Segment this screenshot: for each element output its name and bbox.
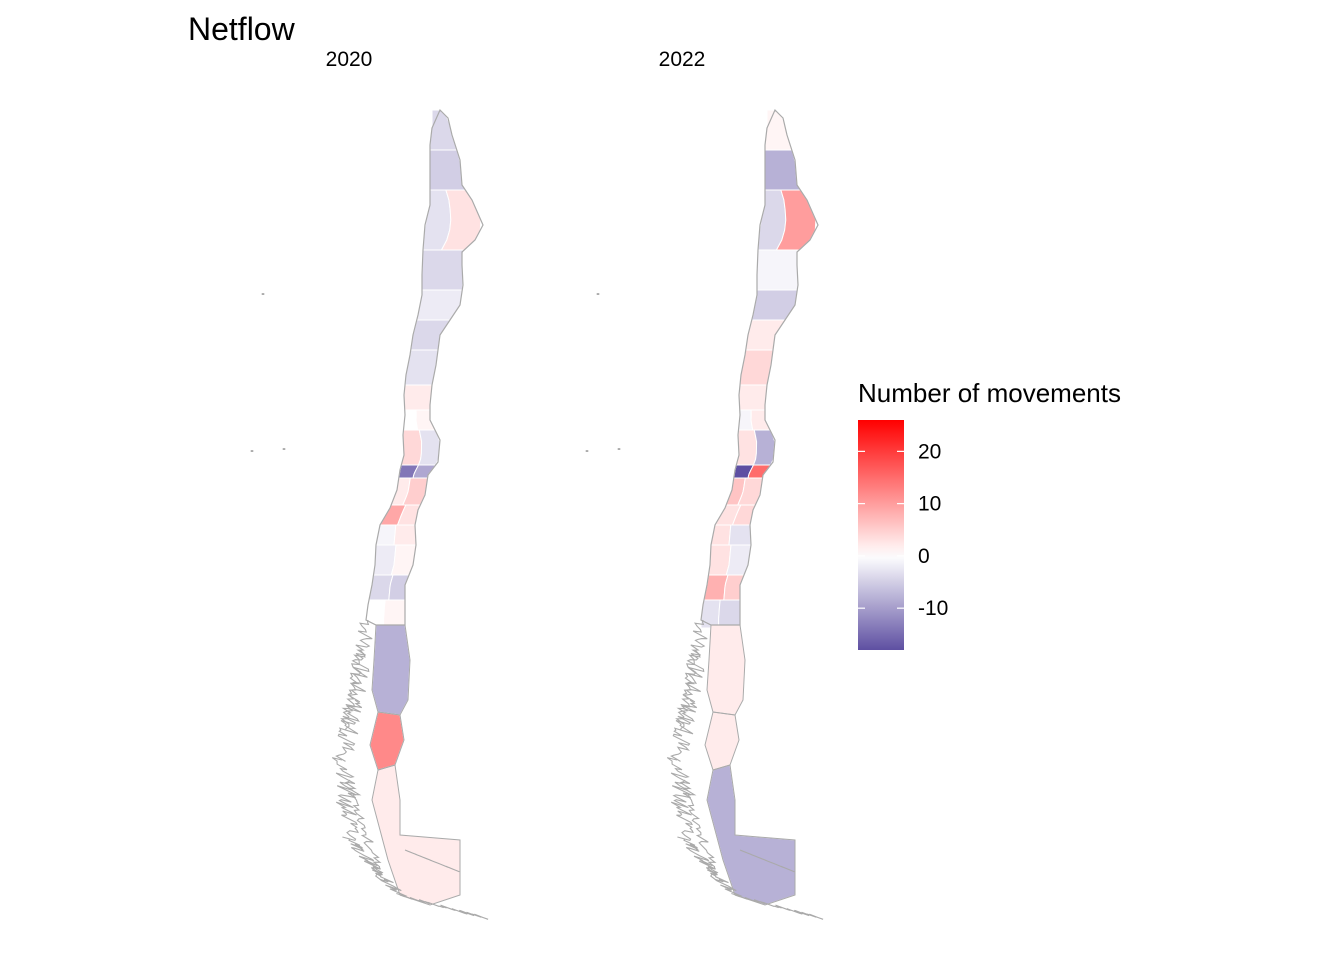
offshore-island <box>250 450 254 452</box>
chile-map-2020 <box>365 108 484 906</box>
chile-south-coast-2022 <box>585 293 824 920</box>
south-region-outline <box>706 764 796 906</box>
fjord-coastline <box>679 779 718 882</box>
offshore-island <box>585 450 589 452</box>
map-region <box>718 599 741 629</box>
offshore-island <box>617 448 621 450</box>
map-region <box>752 429 776 466</box>
legend-ticks: 20 10 0 -10 <box>858 440 948 620</box>
fjord-coastline <box>734 894 824 920</box>
map-region <box>383 599 406 629</box>
map-region <box>393 524 417 546</box>
fjord-coastline <box>399 894 489 920</box>
fjord-coastline <box>683 839 743 897</box>
fjord-coastline <box>347 619 373 703</box>
fjord-coastline <box>666 757 694 842</box>
legend-tick-label: 10 <box>918 493 941 516</box>
offshore-island <box>282 448 286 450</box>
chile-map-2022 <box>700 108 819 906</box>
offshore-island <box>596 293 600 295</box>
fjord-coastline <box>344 779 383 882</box>
legend-tick-label: 20 <box>918 440 941 463</box>
offshore-island <box>261 293 265 295</box>
map-region <box>738 384 768 411</box>
map-region <box>728 524 752 546</box>
fjord-coastline <box>670 699 698 762</box>
map-region <box>371 624 411 716</box>
fjord-coastline <box>404 849 460 873</box>
legend-title: Number of movements <box>858 378 1121 408</box>
facet-label-2020: 2020 <box>326 48 373 71</box>
fjord-coastline <box>340 649 366 731</box>
map-region <box>365 599 386 629</box>
fjord-coastline <box>331 757 359 842</box>
facet-panel-2022: 2022 <box>585 48 824 920</box>
map-region <box>706 624 746 716</box>
legend-colorbar <box>858 420 904 650</box>
facet-panel-2020: 2020 <box>250 48 489 920</box>
country-outline <box>700 108 819 626</box>
map-region <box>417 429 441 466</box>
fjord-coastline <box>682 619 708 703</box>
fjord-coastline <box>739 849 795 873</box>
fjord-coastline <box>675 649 701 731</box>
color-legend: Number of movements 20 10 0 -10 <box>858 378 1121 650</box>
map-region <box>421 249 465 291</box>
map-region <box>403 384 433 411</box>
map-region <box>400 429 423 466</box>
legend-tick-label: -10 <box>918 597 948 620</box>
fjord-coastline <box>335 699 363 762</box>
fjord-coastline <box>348 839 408 897</box>
south-region-outline <box>371 764 461 906</box>
chile-south-coast-2020 <box>250 293 489 920</box>
facet-label-2022: 2022 <box>659 48 706 71</box>
legend-tick-label: 0 <box>918 545 930 568</box>
plot-title: Netflow <box>188 11 296 47</box>
country-outline <box>365 108 484 626</box>
map-region <box>700 599 721 629</box>
map-region <box>756 249 800 291</box>
map-region <box>735 429 758 466</box>
